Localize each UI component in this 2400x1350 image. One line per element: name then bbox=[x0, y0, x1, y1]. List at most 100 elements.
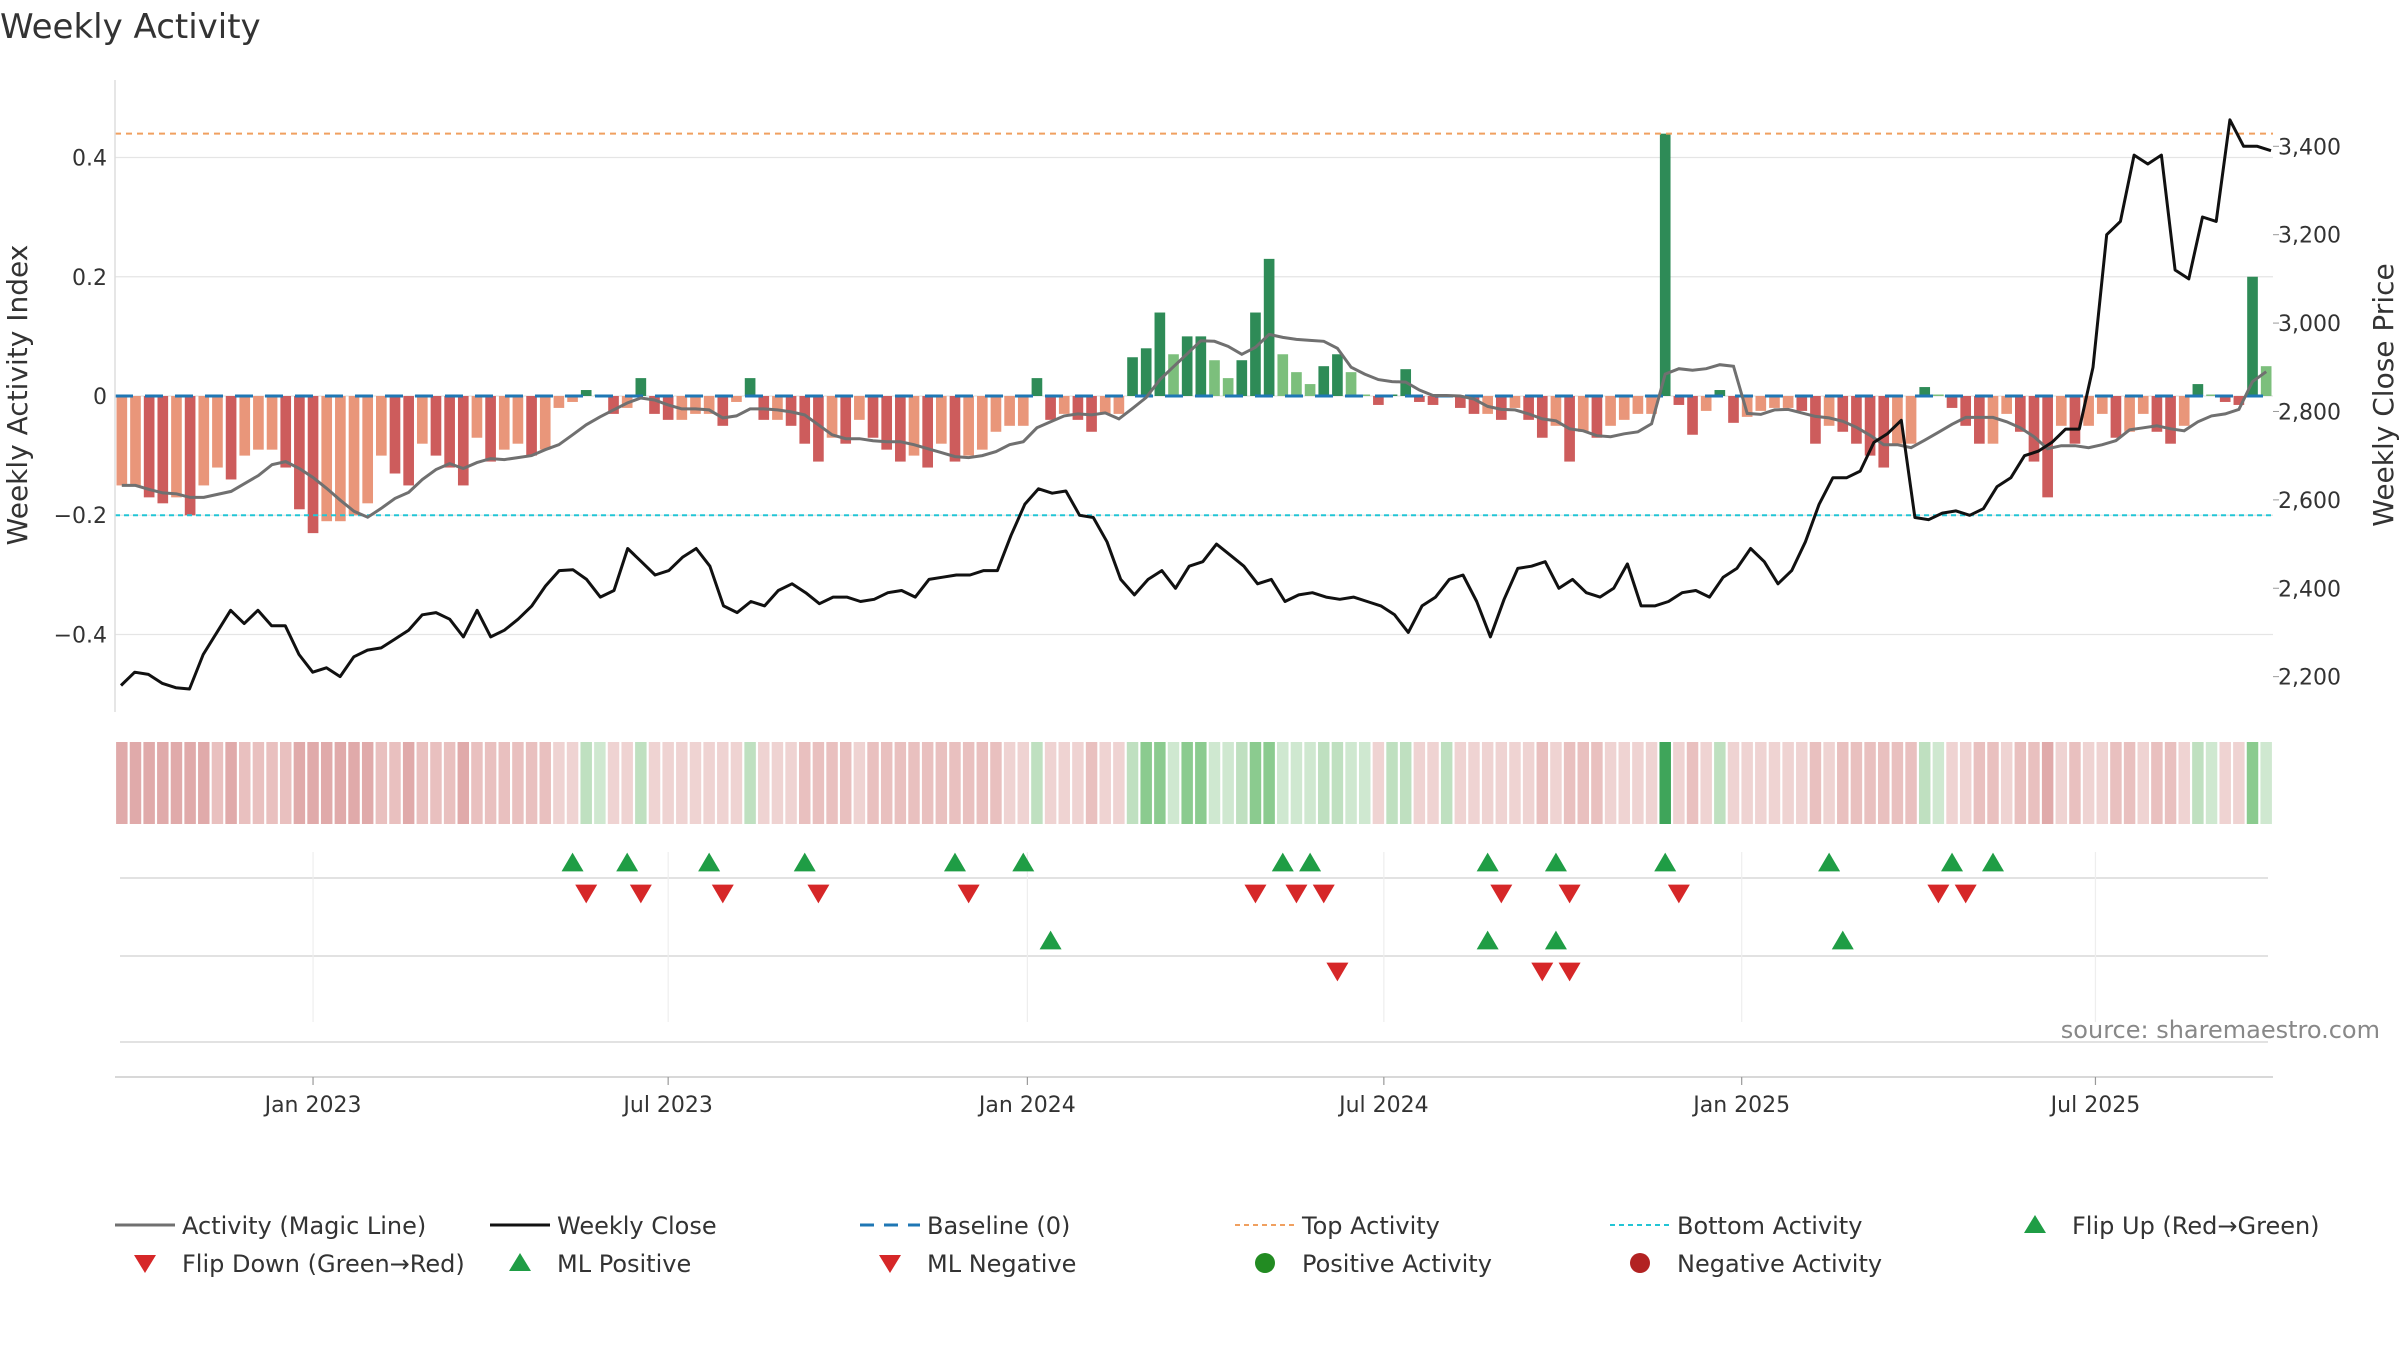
heat-cell bbox=[1222, 742, 1234, 824]
heat-cell bbox=[1399, 742, 1412, 824]
x-tick-label: Jul 2024 bbox=[1337, 1093, 1429, 1118]
flip-down-marker bbox=[1558, 884, 1581, 904]
activity-bar bbox=[2233, 396, 2245, 405]
heat-cell bbox=[266, 742, 278, 824]
activity-bar bbox=[171, 396, 182, 498]
activity-bar bbox=[2124, 396, 2135, 432]
activity-bar bbox=[1017, 396, 1029, 426]
flip-down-marker bbox=[807, 884, 830, 904]
activity-bar bbox=[1250, 312, 1261, 396]
activity-bar bbox=[1646, 396, 1657, 414]
activity-bar bbox=[1168, 354, 1179, 396]
legend-item: Weekly Close bbox=[490, 1212, 717, 1240]
heat-cell bbox=[1345, 742, 1357, 824]
activity-bar bbox=[348, 396, 360, 516]
legend-label: Bottom Activity bbox=[1677, 1212, 1862, 1240]
activity-bar bbox=[1359, 394, 1371, 396]
activity-bar bbox=[1960, 396, 1972, 426]
activity-bar bbox=[1728, 396, 1739, 423]
legend-item: Flip Up (Red→Green) bbox=[2024, 1212, 2320, 1240]
activity-bar bbox=[867, 396, 879, 438]
heat-cell bbox=[2151, 742, 2163, 824]
activity-bar bbox=[376, 396, 387, 456]
activity-bar bbox=[1919, 387, 1931, 396]
legend-item: Activity (Magic Line) bbox=[115, 1212, 426, 1240]
activity-bar bbox=[335, 396, 346, 522]
activity-bar bbox=[1332, 354, 1343, 396]
heat-cell bbox=[389, 742, 401, 824]
heat-cell bbox=[525, 742, 538, 824]
heat-cell bbox=[2260, 742, 2272, 824]
heat-cell bbox=[566, 742, 579, 824]
activity-bar bbox=[1755, 396, 1767, 411]
flip-down-marker bbox=[1285, 884, 1308, 904]
heat-cell bbox=[553, 742, 565, 824]
heat-cell bbox=[1932, 742, 1945, 824]
activity-bar bbox=[539, 396, 551, 450]
heat-cell bbox=[170, 742, 183, 824]
heat-cell bbox=[1099, 742, 1111, 824]
heat-cell bbox=[621, 742, 633, 824]
activity-bar bbox=[703, 396, 715, 414]
activity-bar bbox=[2192, 384, 2204, 396]
legend-item: Baseline (0) bbox=[860, 1212, 1070, 1240]
heat-cell bbox=[334, 742, 347, 824]
legend-item: Positive Activity bbox=[1255, 1250, 1492, 1278]
heat-cell bbox=[703, 742, 715, 824]
flip-up-marker bbox=[1818, 852, 1841, 872]
activity-bar bbox=[2247, 276, 2258, 396]
heat-cell bbox=[962, 742, 975, 824]
heat-cell bbox=[1946, 742, 1958, 824]
heat-cell bbox=[2014, 742, 2027, 824]
heat-cell bbox=[1850, 742, 1863, 824]
left-tick-label: 0.4 bbox=[72, 147, 107, 172]
series-lines bbox=[119, 118, 2272, 691]
right-tick-label: 2,800 bbox=[2278, 400, 2341, 425]
flip-up-marker bbox=[1941, 852, 1964, 872]
heat-cell bbox=[1044, 742, 1057, 824]
legend-swatch bbox=[1255, 1253, 1275, 1273]
heat-cell bbox=[730, 742, 743, 824]
heat-cell bbox=[1181, 742, 1193, 824]
heat-cell bbox=[1959, 742, 1972, 824]
heat-cell bbox=[416, 742, 429, 824]
activity-bar bbox=[895, 396, 906, 462]
activity-bar bbox=[922, 396, 933, 468]
legend-label: Negative Activity bbox=[1677, 1250, 1882, 1278]
x-axis: Jan 2023 Jul 2023 Jan 2024 Jul 2024 Jan 2025… bbox=[115, 1076, 2273, 1118]
heat-cell bbox=[1249, 742, 1262, 824]
legend-item: ML Positive bbox=[509, 1250, 691, 1278]
heat-cell bbox=[1154, 742, 1166, 824]
x-tick-label: Jul 2025 bbox=[2049, 1093, 2141, 1118]
activity-bar bbox=[1058, 396, 1070, 414]
activity-bar bbox=[1714, 390, 1726, 396]
activity-bar bbox=[1181, 336, 1193, 396]
heat-cell bbox=[785, 742, 797, 824]
heat-cell bbox=[1878, 742, 1890, 824]
activity-bar bbox=[1782, 396, 1794, 408]
heat-cell bbox=[1755, 742, 1767, 824]
heat-cell bbox=[1413, 742, 1426, 824]
heat-cell bbox=[2069, 742, 2081, 824]
activity-bar bbox=[1277, 354, 1289, 396]
activity-bar bbox=[1263, 258, 1275, 396]
activity-bar bbox=[1864, 396, 1876, 456]
flip-up-marker bbox=[1982, 852, 2005, 872]
heat-cell bbox=[2233, 742, 2245, 824]
flip-down-marker bbox=[1667, 884, 1690, 904]
activity-bar bbox=[130, 396, 141, 486]
legend-item: Flip Down (Green→Red) bbox=[134, 1250, 465, 1278]
heat-cell bbox=[348, 742, 360, 824]
activity-bar bbox=[1946, 396, 1958, 408]
activity-bar bbox=[253, 396, 264, 450]
heat-cell bbox=[1522, 742, 1535, 824]
heat-cell bbox=[1195, 742, 1207, 824]
reference-lines bbox=[115, 132, 2273, 517]
heat-cell bbox=[1208, 742, 1221, 824]
heat-cell bbox=[443, 742, 456, 824]
right-tick-label: 2,200 bbox=[2278, 666, 2341, 691]
activity-bar bbox=[1687, 396, 1698, 435]
legend-swatch bbox=[1630, 1253, 1650, 1273]
activity-bar bbox=[1127, 357, 1138, 396]
activity-bar bbox=[294, 396, 305, 510]
